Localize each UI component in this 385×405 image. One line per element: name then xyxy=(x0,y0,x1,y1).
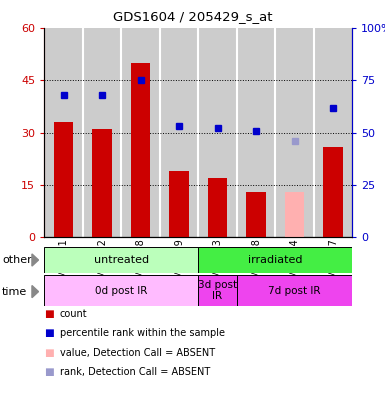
Bar xyxy=(54,122,73,237)
Bar xyxy=(44,28,83,237)
Bar xyxy=(198,275,237,306)
Text: rank, Detection Call = ABSENT: rank, Detection Call = ABSENT xyxy=(60,367,210,377)
Bar xyxy=(131,63,150,237)
Text: ■: ■ xyxy=(44,328,54,338)
Bar xyxy=(246,192,266,237)
Text: count: count xyxy=(60,309,87,319)
Bar xyxy=(44,275,198,306)
Bar xyxy=(323,147,343,237)
Text: 0d post IR: 0d post IR xyxy=(95,286,147,296)
Text: 7d post IR: 7d post IR xyxy=(268,286,321,296)
Bar xyxy=(198,247,352,273)
Bar xyxy=(160,28,198,237)
Polygon shape xyxy=(32,286,38,298)
Text: time: time xyxy=(2,287,27,296)
Bar xyxy=(237,275,352,306)
Text: untreated: untreated xyxy=(94,255,149,265)
Bar xyxy=(83,28,121,237)
Text: 3d post
IR: 3d post IR xyxy=(198,280,237,301)
Bar xyxy=(237,28,275,237)
Bar xyxy=(44,247,198,273)
Text: ■: ■ xyxy=(44,309,54,319)
Bar xyxy=(121,28,160,237)
Bar xyxy=(275,28,314,237)
Text: value, Detection Call = ABSENT: value, Detection Call = ABSENT xyxy=(60,348,215,358)
Bar xyxy=(314,28,352,237)
Bar xyxy=(198,28,237,237)
Text: GDS1604 / 205429_s_at: GDS1604 / 205429_s_at xyxy=(113,10,272,23)
Text: other: other xyxy=(2,255,32,265)
Bar xyxy=(92,129,112,237)
Text: irradiated: irradiated xyxy=(248,255,303,265)
Bar xyxy=(285,192,304,237)
Text: ■: ■ xyxy=(44,367,54,377)
Bar xyxy=(169,171,189,237)
Text: ■: ■ xyxy=(44,348,54,358)
Bar xyxy=(208,178,227,237)
Polygon shape xyxy=(32,254,38,266)
Text: percentile rank within the sample: percentile rank within the sample xyxy=(60,328,225,338)
